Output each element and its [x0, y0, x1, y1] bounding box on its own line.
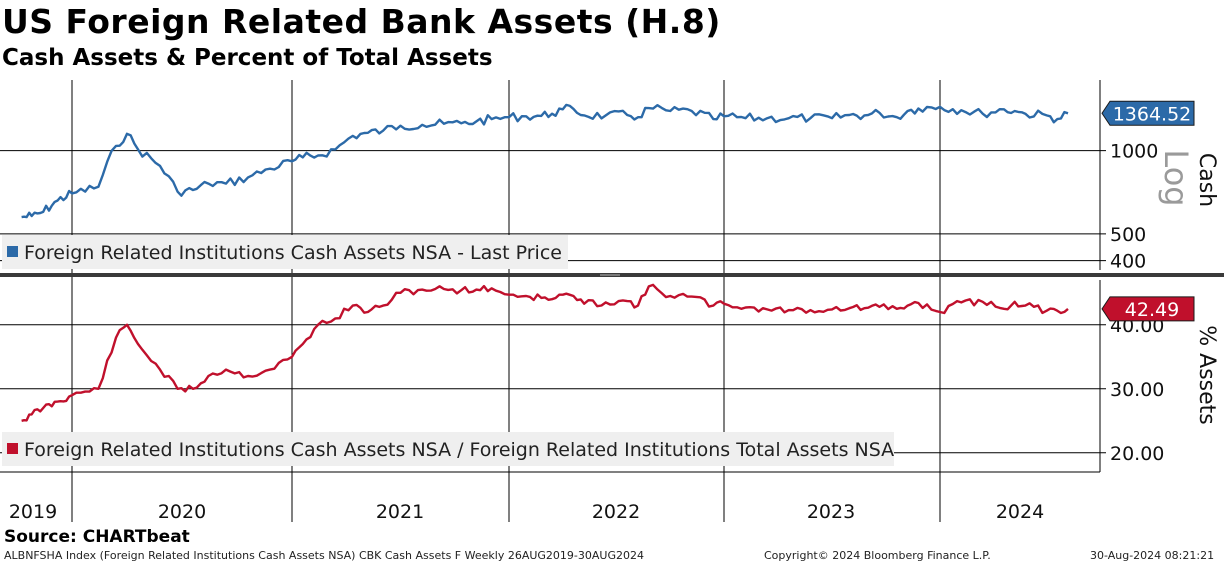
top-tick-label: 500 — [1110, 224, 1146, 246]
pct-legend: Foreign Related Institutions Cash Assets… — [2, 432, 894, 466]
x-tick-label-2024: 2024 — [996, 501, 1044, 523]
cash-last-value-badge-value: 1364.52 — [1113, 103, 1192, 125]
cash-legend-swatch — [7, 246, 18, 257]
cash-legend: Foreign Related Institutions Cash Assets… — [2, 235, 568, 269]
chart-title: US Foreign Related Bank Assets (H.8) — [2, 2, 721, 41]
pct-last-value-badge: 42.49 — [1101, 296, 1195, 322]
pct-last-value-badge-shape — [1101, 296, 1195, 322]
cash-last-value-badge-shape — [1101, 100, 1195, 126]
bottom-tick-label: 20.00 — [1110, 443, 1164, 465]
cash-legend-background — [2, 235, 568, 269]
x-tick-label-2022: 2022 — [592, 501, 640, 523]
source-label: Source: CHARTbeat — [4, 527, 190, 547]
footer-copyright: Copyright© 2024 Bloomberg Finance L.P. — [764, 549, 991, 562]
cash-last-value-badge: 1364.52 — [1101, 100, 1195, 126]
pct-legend-swatch — [7, 443, 18, 454]
cash-legend-label: Foreign Related Institutions Cash Assets… — [24, 242, 562, 264]
log-scale-label: Log — [1157, 149, 1195, 206]
pct-series-line — [21, 283, 1069, 422]
footer-timestamp: 30-Aug-2024 08:21:21 — [1090, 549, 1215, 562]
x-tick-label-2019: 2019 — [9, 501, 57, 523]
bottom-axis-title: % Assets — [1194, 325, 1219, 425]
pct-legend-background — [2, 432, 894, 466]
chart-subtitle: Cash Assets & Percent of Total Assets — [2, 45, 493, 71]
pct-legend-label: Foreign Related Institutions Cash Assets… — [24, 439, 894, 461]
top-tick-label: 400 — [1110, 251, 1146, 273]
x-tick-label-2023: 2023 — [807, 501, 855, 523]
top-tick-label: 1000 — [1110, 141, 1158, 163]
pct-last-value-badge-value: 42.49 — [1125, 299, 1179, 321]
footer-left: ALBNFSHA Index (Foreign Related Institut… — [4, 549, 644, 562]
cash-series-line — [21, 103, 1069, 219]
x-tick-label-2021: 2021 — [376, 501, 424, 523]
bottom-tick-label: 30.00 — [1110, 379, 1164, 401]
x-tick-label-2020: 2020 — [158, 501, 206, 523]
top-axis-title: Cash — [1194, 153, 1219, 207]
